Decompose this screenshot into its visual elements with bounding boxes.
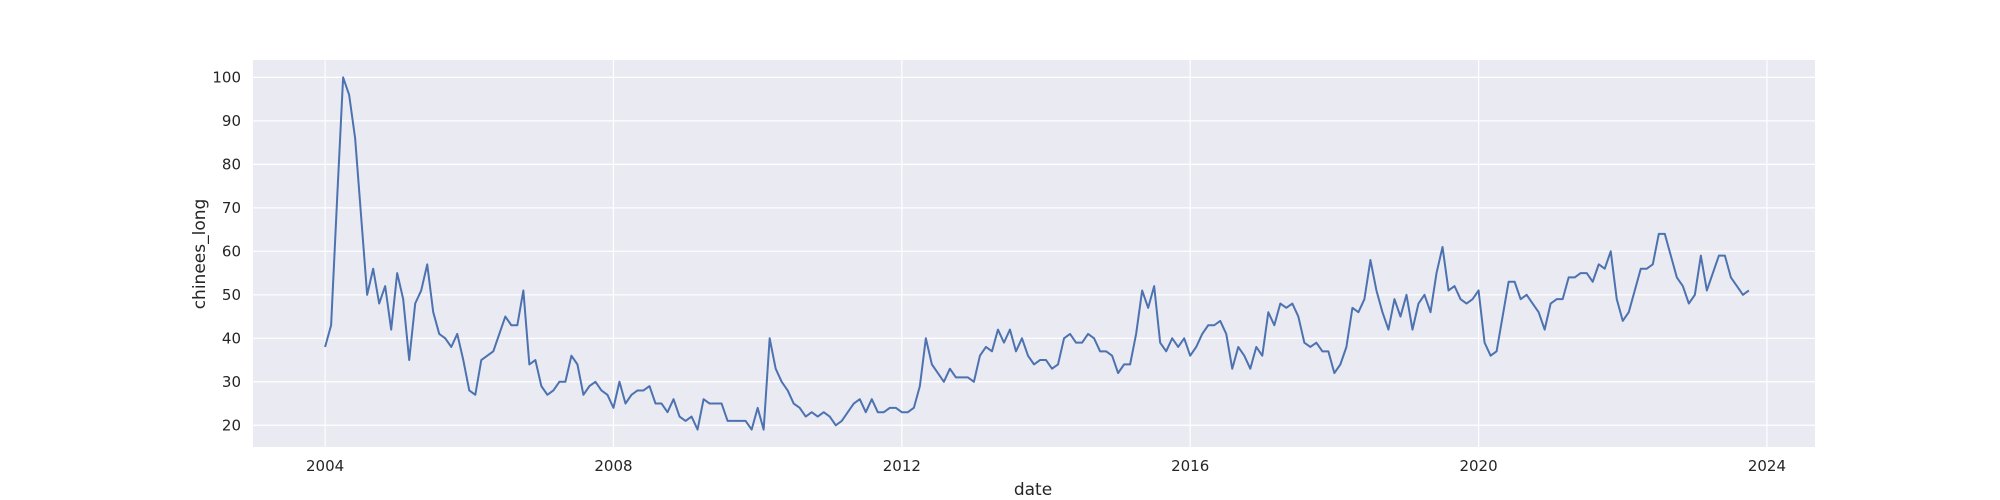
x-tick-label: 2024 <box>1748 457 1786 475</box>
x-tick-label: 2008 <box>594 457 632 475</box>
y-tick-label: 40 <box>222 329 241 347</box>
y-tick-label: 70 <box>222 199 241 217</box>
y-tick-label: 100 <box>212 68 241 86</box>
x-axis-ticks: 2004 2008 2012 2016 2020 2024 <box>306 457 1786 475</box>
x-axis-label: date <box>1014 480 1052 500</box>
x-tick-label: 2004 <box>306 457 344 475</box>
y-axis-ticks: 20 30 40 50 60 70 80 90 100 <box>212 68 241 434</box>
y-tick-label: 20 <box>222 416 241 434</box>
grid-lines <box>253 60 1815 447</box>
x-tick-label: 2016 <box>1171 457 1209 475</box>
y-tick-label: 30 <box>222 373 241 391</box>
y-tick-label: 60 <box>222 242 241 260</box>
x-tick-label: 2020 <box>1459 457 1497 475</box>
plot-background <box>253 60 1815 447</box>
y-tick-label: 50 <box>222 286 241 304</box>
x-tick-label: 2012 <box>883 457 921 475</box>
series-line <box>324 76 1750 431</box>
y-axis-label: chinees_long <box>190 199 210 310</box>
y-tick-label: 90 <box>222 112 241 130</box>
y-tick-label: 80 <box>222 155 241 173</box>
series-lines <box>324 76 1750 431</box>
